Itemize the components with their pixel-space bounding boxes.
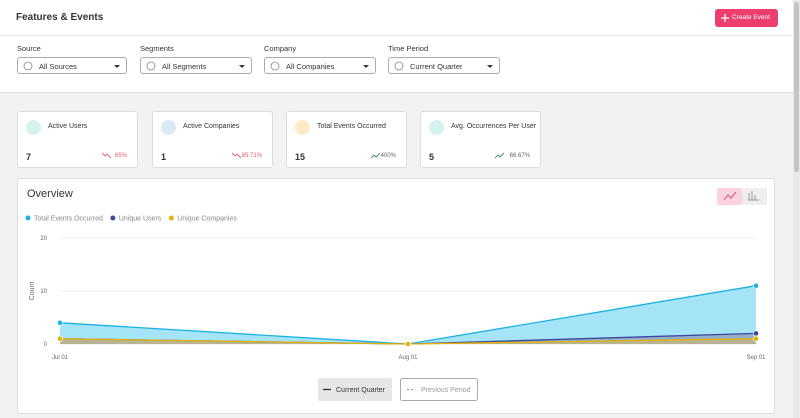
button-label: Create Event [732, 14, 770, 21]
kpi-card: Total Events Occurred 15 400% [286, 111, 407, 168]
kpi-card: Active Companies 1 85.71% [152, 111, 273, 168]
area [60, 338, 756, 344]
trend-icon [102, 152, 111, 159]
kpi-icon [295, 120, 310, 135]
filter-icon [23, 61, 33, 71]
kpi-change: 85.71% [241, 153, 262, 159]
filter-label: Company [264, 44, 297, 53]
chart-title: Overview [27, 188, 73, 200]
kpi-value: 5 [429, 152, 435, 162]
kpi-label: Avg. Occurrences Per User [451, 123, 537, 130]
point [753, 282, 759, 289]
y-tick-label: 20 [40, 236, 47, 242]
kpi-card: Active Users 7 65% [17, 111, 138, 168]
page-title: Features & Events [16, 12, 104, 23]
filter-value: All Companies [286, 62, 335, 71]
filter-value: Current Quarter [410, 62, 463, 71]
point [405, 341, 411, 347]
kpi-value: 7 [26, 152, 32, 162]
kpi-label: Active Users [48, 123, 88, 130]
trend-icon [232, 152, 241, 159]
caret [114, 65, 120, 68]
point [57, 335, 63, 342]
filter-label: Segments [140, 44, 174, 53]
legend-marker [168, 215, 174, 221]
kpi-icon [161, 120, 176, 135]
point [753, 330, 759, 337]
y-tick-label: 10 [40, 289, 47, 295]
filter-icon [394, 61, 404, 71]
kpi-card: Avg. Occurrences Per User 5 66.67% [420, 111, 541, 168]
point [753, 335, 759, 342]
legend-label: Unique Companies [177, 216, 237, 223]
y-tick-label: 0 [44, 342, 48, 348]
kpi-value: 1 [161, 152, 167, 162]
header: Features & Events Create Event [0, 0, 793, 52]
x-tick-label: Sep 01 [746, 355, 766, 361]
point [57, 319, 63, 326]
caret [363, 65, 369, 68]
chart: Overview Count Current Quarter Previous … [25, 188, 767, 401]
kpi-change: 65% [114, 153, 127, 159]
filter-icon [146, 61, 156, 71]
filter-value: All Sources [39, 62, 77, 71]
legend-marker [25, 215, 31, 221]
filter-select[interactable]: All Sources [17, 57, 127, 74]
kpi-icon [429, 120, 444, 135]
legend-label: Total Events Occurred [34, 216, 103, 223]
kpi-label: Active Companies [183, 123, 240, 130]
current-quarter-button[interactable] [318, 378, 392, 401]
trend-icon [495, 152, 504, 159]
filter-label: Source [17, 44, 41, 53]
previous-period-button[interactable] [400, 378, 478, 401]
filter-select[interactable]: Current Quarter [388, 57, 500, 74]
kpi-change: 400% [380, 153, 396, 159]
kpi-icon [26, 120, 41, 135]
button-label: Current Quarter [336, 387, 386, 394]
y-axis-label: Count [29, 282, 36, 301]
filter-label: Time Period [388, 44, 429, 53]
overview-panel: Overview Count Current Quarter Previous … [17, 178, 775, 414]
caret [239, 65, 245, 68]
scrollbar [793, 0, 800, 418]
filters: Source All Sources Segments All Segments Com… [0, 36, 793, 93]
kpi-value: 15 [295, 152, 306, 162]
create-event-button[interactable]: Create Event [715, 9, 778, 27]
filter-icon [270, 61, 280, 71]
filter-select[interactable]: All Companies [264, 57, 376, 74]
filter-select[interactable]: All Segments [140, 57, 252, 74]
trend-icon [371, 152, 380, 159]
filter-value: All Segments [162, 62, 207, 71]
area [60, 285, 756, 344]
plus-icon [721, 14, 729, 22]
legend-label: Unique Users [119, 216, 162, 223]
button-label: Previous Period [421, 387, 471, 394]
kpi-label: Total Events Occurred [317, 123, 386, 130]
x-tick-label: Aug 01 [398, 355, 418, 361]
caret [487, 65, 493, 68]
x-tick-label: Jul 01 [52, 355, 69, 361]
legend-marker [110, 215, 116, 221]
kpi-change: 66.67% [509, 153, 530, 159]
